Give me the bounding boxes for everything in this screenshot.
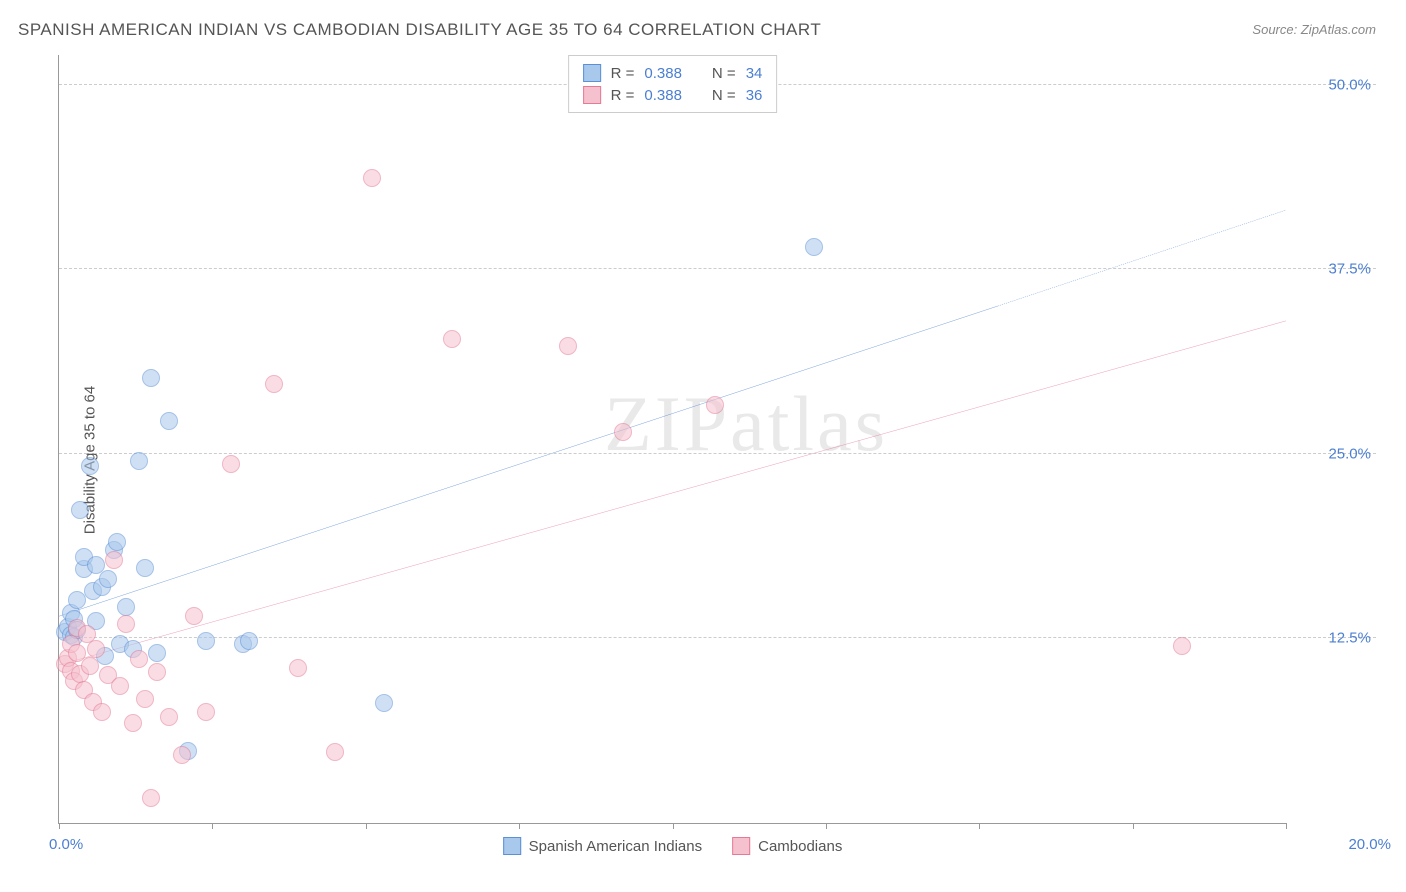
scatter-point [160, 708, 178, 726]
scatter-point [87, 640, 105, 658]
scatter-point [117, 615, 135, 633]
scatter-point [81, 457, 99, 475]
x-axis-min-label: 0.0% [49, 836, 83, 853]
x-tick [1286, 823, 1287, 829]
source-link[interactable]: ZipAtlas.com [1301, 22, 1376, 37]
scatter-point [222, 455, 240, 473]
scatter-point [706, 396, 724, 414]
scatter-point [289, 659, 307, 677]
trend-line-solid [59, 306, 998, 616]
scatter-point [142, 789, 160, 807]
trend-line-dashed [998, 210, 1286, 306]
scatter-point [81, 657, 99, 675]
scatter-point [99, 570, 117, 588]
stats-row: R = 0.388 N = 34 [583, 62, 763, 84]
scatter-point [105, 551, 123, 569]
scatter-point [148, 644, 166, 662]
scatter-point [173, 746, 191, 764]
scatter-point [185, 607, 203, 625]
y-tick-label: 25.0% [1328, 445, 1371, 462]
scatter-point [93, 703, 111, 721]
y-tick-label: 50.0% [1328, 76, 1371, 93]
bottom-legend: Spanish American Indians Cambodians [503, 837, 843, 855]
scatter-point [160, 412, 178, 430]
x-axis-max-label: 20.0% [1348, 836, 1391, 853]
scatter-point [130, 452, 148, 470]
source-attribution: Source: ZipAtlas.com [1252, 22, 1376, 37]
scatter-point [375, 694, 393, 712]
scatter-point [124, 714, 142, 732]
x-tick [826, 823, 827, 829]
x-tick [59, 823, 60, 829]
r-label: R = [611, 87, 635, 104]
scatter-point [111, 677, 129, 695]
scatter-point [265, 375, 283, 393]
y-tick-label: 12.5% [1328, 630, 1371, 647]
x-tick [979, 823, 980, 829]
source-label: Source: [1252, 22, 1297, 37]
scatter-point [197, 632, 215, 650]
trend-lines-svg [59, 55, 1286, 823]
scatter-point [71, 501, 89, 519]
scatter-point [363, 169, 381, 187]
legend-item: Spanish American Indians [503, 837, 702, 855]
scatter-point [805, 238, 823, 256]
n-value: 34 [746, 65, 763, 82]
trend-line-solid [59, 321, 1286, 665]
scatter-point [1173, 637, 1191, 655]
scatter-point [240, 632, 258, 650]
scatter-point [197, 703, 215, 721]
scatter-point [136, 559, 154, 577]
stats-box: R = 0.388 N = 34 R = 0.388 N = 36 [568, 55, 778, 113]
stats-row: R = 0.388 N = 36 [583, 84, 763, 106]
legend-swatch [732, 837, 750, 855]
legend-swatch [583, 86, 601, 104]
plot-area: ZIPatlas R =0.388N =34R =0.388N =36 0.0%… [58, 55, 1286, 824]
x-tick [366, 823, 367, 829]
legend-swatch [503, 837, 521, 855]
x-tick [519, 823, 520, 829]
n-label: N = [712, 65, 736, 82]
n-value: 36 [746, 87, 763, 104]
scatter-point [142, 369, 160, 387]
legend-swatch [583, 64, 601, 82]
chart-title: SPANISH AMERICAN INDIAN VS CAMBODIAN DIS… [18, 20, 821, 40]
scatter-point [136, 690, 154, 708]
r-value: 0.388 [644, 65, 682, 82]
legend-item: Cambodians [732, 837, 842, 855]
x-tick [673, 823, 674, 829]
r-label: R = [611, 65, 635, 82]
gridline [59, 453, 1376, 454]
scatter-point [443, 330, 461, 348]
scatter-point [559, 337, 577, 355]
x-tick [1133, 823, 1134, 829]
legend-label: Cambodians [758, 838, 842, 855]
scatter-point [326, 743, 344, 761]
y-tick-label: 37.5% [1328, 261, 1371, 278]
n-label: N = [712, 87, 736, 104]
scatter-point [614, 423, 632, 441]
r-value: 0.388 [644, 87, 682, 104]
legend-label: Spanish American Indians [529, 838, 702, 855]
scatter-point [130, 650, 148, 668]
chart-container: Disability Age 35 to 64 ZIPatlas R =0.38… [18, 55, 1376, 864]
gridline [59, 268, 1376, 269]
watermark: ZIPatlas [604, 379, 888, 469]
scatter-point [108, 533, 126, 551]
scatter-point [148, 663, 166, 681]
x-tick [212, 823, 213, 829]
